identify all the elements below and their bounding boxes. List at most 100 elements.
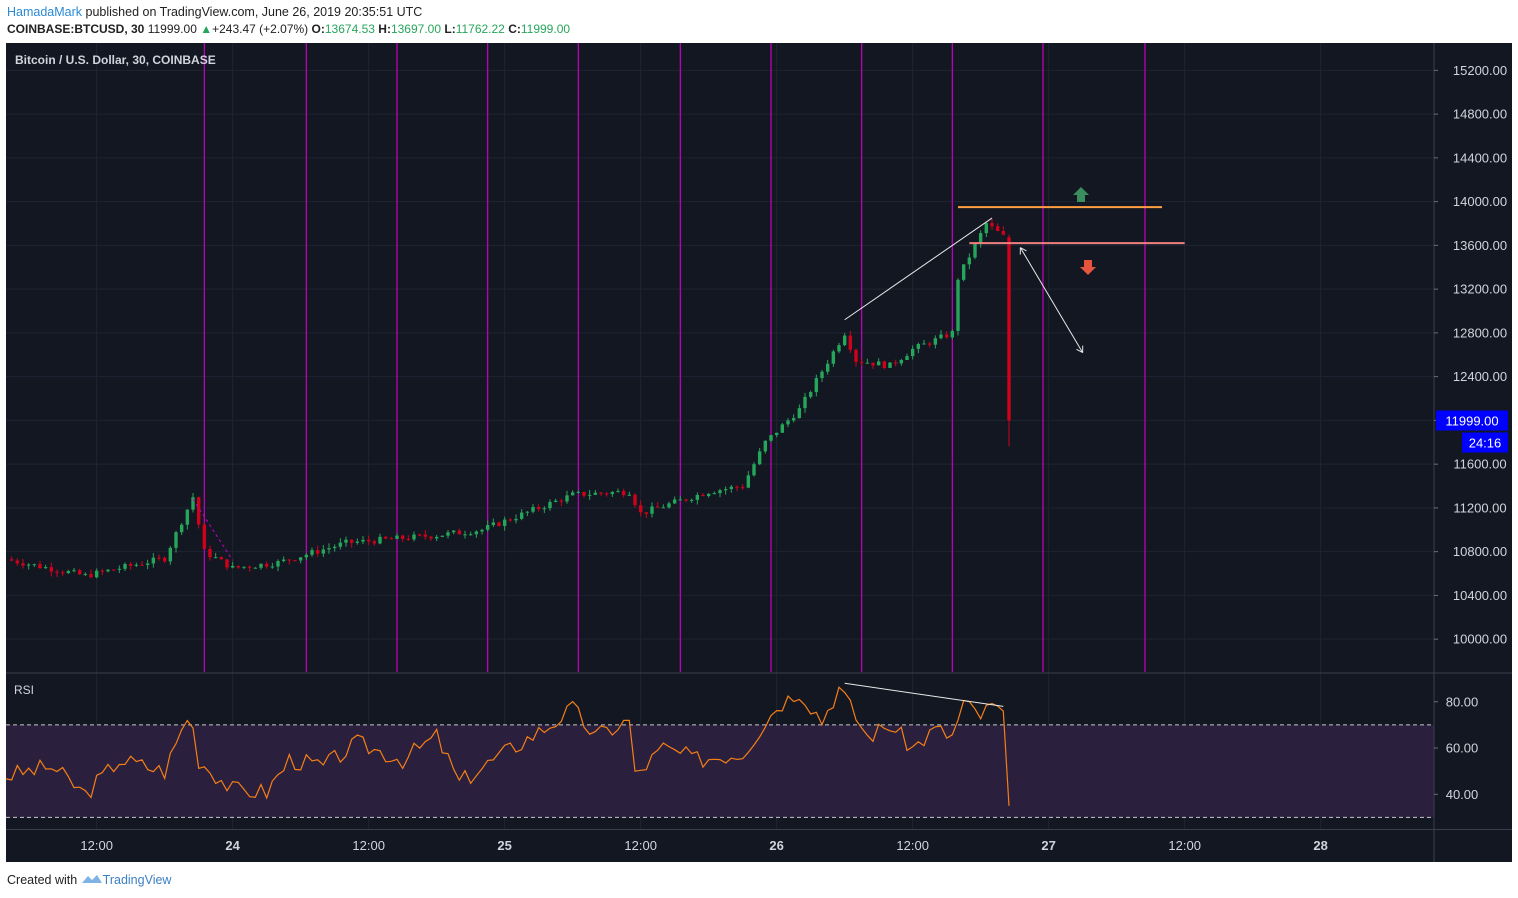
candle-body bbox=[468, 534, 473, 536]
footer: Created with TradingView bbox=[7, 873, 171, 887]
candle-body bbox=[944, 334, 949, 338]
price-tick-label: 12800.00 bbox=[1453, 325, 1507, 340]
close-label: C: bbox=[508, 22, 521, 36]
candle-body bbox=[599, 492, 603, 494]
countdown-label: 24:16 bbox=[1469, 436, 1502, 451]
candle-body bbox=[378, 536, 382, 544]
candles bbox=[9, 218, 1011, 579]
ohlc-legend: COINBASE:BTCUSD, 30 11999.00 ▲+243.47 (+… bbox=[7, 22, 570, 36]
last-price: 11999.00 bbox=[147, 22, 197, 36]
candle-body bbox=[984, 223, 989, 234]
candle-body bbox=[429, 536, 433, 539]
candle-body bbox=[134, 564, 139, 566]
candle-body bbox=[661, 507, 666, 509]
candle-body bbox=[457, 530, 462, 535]
candle-body bbox=[474, 531, 479, 535]
created-with-text: Created with bbox=[7, 873, 78, 887]
rsi-title: RSI bbox=[14, 683, 34, 697]
candle-body bbox=[128, 563, 133, 566]
candle-body bbox=[21, 563, 25, 566]
candle-body bbox=[315, 550, 320, 554]
trend-line[interactable] bbox=[844, 217, 993, 321]
candle-body bbox=[100, 570, 105, 572]
dashed-trend-line[interactable] bbox=[192, 498, 234, 561]
candle-body bbox=[162, 557, 167, 562]
candle-body bbox=[769, 435, 773, 441]
candle-body bbox=[638, 505, 643, 513]
tradingview-link[interactable]: TradingView bbox=[102, 873, 172, 887]
arrow-up-icon bbox=[1073, 187, 1089, 202]
candle-body bbox=[60, 572, 65, 574]
candle-body bbox=[740, 487, 745, 489]
chart-title: Bitcoin / U.S. Dollar, 30, COINBASE bbox=[15, 53, 216, 67]
candle-body bbox=[213, 557, 218, 559]
candle-body bbox=[196, 497, 201, 525]
candle-body bbox=[531, 507, 535, 512]
candle-body bbox=[763, 440, 768, 452]
price-tick-label: 11200.00 bbox=[1453, 500, 1506, 515]
candle-body bbox=[837, 345, 841, 352]
candle-body bbox=[888, 362, 892, 368]
candle-body bbox=[174, 532, 178, 548]
candle-body bbox=[225, 559, 229, 568]
candle-body bbox=[616, 491, 620, 493]
candle-body bbox=[644, 512, 649, 514]
candle-body bbox=[446, 532, 450, 536]
change-value: +243.47 (+2.07%) bbox=[212, 22, 309, 36]
open-label: O: bbox=[311, 22, 325, 36]
rsi-tick-label: 40.00 bbox=[1446, 787, 1479, 802]
vertical-lines bbox=[203, 43, 1146, 672]
candle-body bbox=[338, 542, 343, 547]
candle-body bbox=[973, 243, 977, 258]
candle-body bbox=[525, 511, 530, 513]
candle-body bbox=[916, 344, 921, 349]
rsi-pane bbox=[5, 682, 1434, 818]
arrow-down-icon bbox=[1080, 260, 1096, 275]
candle-body bbox=[593, 492, 598, 495]
candle-body bbox=[123, 563, 127, 569]
time-tick-label: 24 bbox=[225, 838, 240, 853]
author-link[interactable]: HamadaMark bbox=[7, 5, 83, 19]
grid-lines bbox=[6, 43, 1434, 829]
candle-body bbox=[179, 524, 184, 533]
time-tick-label: 12:00 bbox=[896, 838, 929, 853]
candle-body bbox=[899, 359, 904, 364]
candle-body bbox=[519, 512, 524, 519]
candle-body bbox=[400, 535, 405, 539]
candle-body bbox=[990, 223, 994, 227]
candle-body bbox=[389, 538, 394, 540]
candle-body bbox=[253, 567, 258, 569]
candle-body bbox=[961, 264, 966, 280]
candle-body bbox=[514, 518, 518, 521]
price-tick-label: 14800.00 bbox=[1453, 107, 1507, 122]
candle-body bbox=[55, 571, 59, 573]
candle-body bbox=[157, 557, 161, 559]
candle-body bbox=[735, 486, 739, 488]
candle-body bbox=[780, 424, 785, 433]
candle-body bbox=[412, 534, 416, 540]
candle-body bbox=[327, 548, 331, 550]
candle-body bbox=[383, 536, 388, 539]
candle-body bbox=[723, 489, 728, 491]
candle-body bbox=[893, 362, 898, 364]
candle-body bbox=[361, 539, 365, 542]
candle-body bbox=[72, 570, 76, 572]
candle-body bbox=[247, 566, 252, 568]
price-tick-label: 13600.00 bbox=[1453, 238, 1507, 253]
candle-body bbox=[242, 566, 246, 568]
candle-body bbox=[38, 564, 42, 569]
candle-body bbox=[825, 363, 830, 372]
candle-body bbox=[355, 541, 360, 543]
candle-body bbox=[627, 494, 632, 496]
candle-body bbox=[536, 507, 541, 509]
candle-body bbox=[202, 524, 207, 550]
projection-arrow[interactable] bbox=[1019, 247, 1084, 353]
candle-body bbox=[548, 501, 552, 509]
time-tick-label: 25 bbox=[497, 838, 511, 853]
rsi-divergence-line[interactable] bbox=[844, 682, 1004, 707]
price-tick-label: 14400.00 bbox=[1453, 150, 1507, 165]
candle-body bbox=[905, 356, 909, 360]
candle-body bbox=[287, 559, 292, 561]
candle-body bbox=[882, 361, 887, 368]
